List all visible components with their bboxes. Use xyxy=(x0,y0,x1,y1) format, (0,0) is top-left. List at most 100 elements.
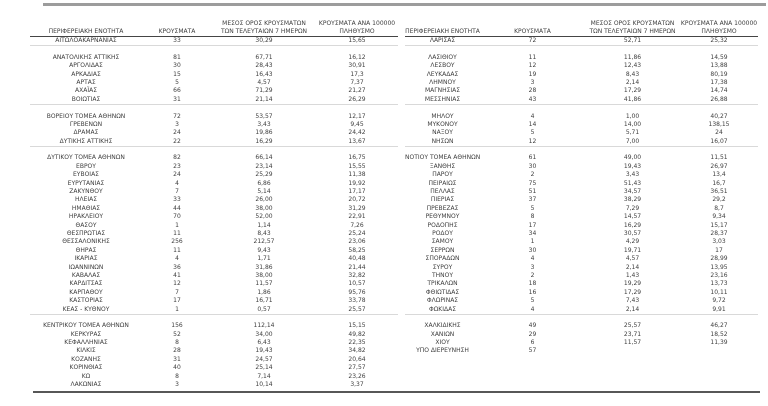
avg7-value: 1,71 xyxy=(257,255,271,263)
per100k-value: 7,26 xyxy=(350,221,364,229)
avg7-value: 52,71 xyxy=(623,37,642,44)
table-row: ΚΕΦΑΛΛΗΝΙΑΣ 8 6,43 22,35 xyxy=(30,339,398,347)
per100k-value: 17 xyxy=(715,246,723,254)
cases-value: 33 xyxy=(173,37,181,44)
table-row: ΡΟΔΟΥ 34 30,57 28,37 xyxy=(405,230,758,238)
cases-value: 57 xyxy=(528,347,537,355)
avg7-value: 1,43 xyxy=(625,271,640,279)
cases-value: 15 xyxy=(173,70,181,78)
cases-value: 72 xyxy=(528,37,537,44)
column-header-region: ΠΕΡΙΦΕΡΕΙΑΚΗ ΕΝΟΤΗΤΑ xyxy=(405,18,480,36)
region-name: ΣΑΜΟΥ xyxy=(431,238,454,246)
table-row: ΒΟΡΕΙΟΥ ΤΟΜΕΑ ΑΘΗΝΩΝ 72 53,57 12,17 xyxy=(30,113,398,121)
cases-value: 4 xyxy=(530,305,535,313)
column-header-region: ΠΕΡΙΦΕΡΕΙΑΚΗ ΕΝΟΤΗΤΑ xyxy=(30,18,142,36)
cases-value: 7 xyxy=(175,288,179,296)
avg7-value: 6,86 xyxy=(257,179,271,187)
region-name: ΞΑΝΘΗΣ xyxy=(429,162,456,170)
region-name: ΔΥΤΙΚΟΥ ΤΟΜΕΑ ΑΘΗΝΩΝ xyxy=(47,154,125,162)
cases-value: 52 xyxy=(173,330,181,338)
cases-value: 1 xyxy=(530,238,535,246)
per100k-value: 7,37 xyxy=(350,78,364,86)
cases-value: 70 xyxy=(173,213,181,221)
per100k-value: 9,45 xyxy=(350,120,364,128)
cases-value: 7 xyxy=(175,188,179,196)
region-name: ΛΑΡΙΣΑΣ xyxy=(429,37,456,44)
table-row: ΝΑΞΟΥ 5 5,71 24 xyxy=(405,129,758,137)
per100k-value: 13,95 xyxy=(710,263,728,271)
per100k-value: 23,26 xyxy=(348,372,366,380)
region-name: ΑΡΤΑΣ xyxy=(76,78,96,86)
region-name: ΓΡΕΒΕΝΩΝ xyxy=(69,120,103,128)
region-name: ΣΥΡΟΥ xyxy=(432,263,453,271)
avg7-value: 16,43 xyxy=(255,70,273,78)
per100k-value: 15,17 xyxy=(710,221,728,229)
region-name: ΘΕΣΠΡΩΤΙΑΣ xyxy=(66,229,106,237)
table-row: ΘΕΣΣΑΛΟΝΙΚΗΣ 256 212,57 23,06 xyxy=(30,238,398,246)
table-row: ΠΙΕΡΙΑΣ 37 38,29 29,2 xyxy=(405,196,758,204)
table-row: ΡΕΘΥΜΝΟΥ 8 14,57 9,34 xyxy=(405,213,758,221)
row-group: ΝΟΤΙΟΥ ΤΟΜΕΑ ΑΘΗΝΩΝ 61 49,00 11,51 ΞΑΝΘΗΣ 30 1… xyxy=(405,154,758,315)
table-row: ΦΛΩΡΙΝΑΣ 5 7,43 9,72 xyxy=(405,297,758,305)
per100k-value: 14,59 xyxy=(710,53,728,61)
table-row: ΛΑΣΙΘΙΟΥ 11 11,86 14,59 xyxy=(405,54,758,62)
table-row: ΡΟΔΟΠΗΣ 17 16,29 15,17 xyxy=(405,222,758,230)
cases-value: 30 xyxy=(528,246,537,254)
region-name: ΡΕΘΥΜΝΟΥ xyxy=(425,213,460,221)
per100k-value: 11,51 xyxy=(710,154,728,162)
column-header-per100k-line2: ΠΛΗΘΥΣΜΟ xyxy=(701,28,737,35)
table-row: ΒΟΙΩΤΙΑΣ 31 21,14 26,29 xyxy=(30,96,398,104)
region-name: ΒΟΡΕΙΟΥ ΤΟΜΕΑ ΑΘΗΝΩΝ xyxy=(46,112,126,120)
column-header-avg7-line1: ΜΕΣΟΣ ΟΡΟΣ ΚΡΟΥΣΜΑΤΩΝ xyxy=(590,20,675,27)
cases-value: 12 xyxy=(528,137,537,145)
region-name: ΠΙΕΡΙΑΣ xyxy=(430,196,455,204)
per100k-value: 20,72 xyxy=(348,196,366,204)
cases-value: 49 xyxy=(528,322,537,330)
per100k-value: 14,74 xyxy=(710,87,728,95)
avg7-value: 4,57 xyxy=(625,255,640,263)
region-name: ΖΑΚΥΝΘΟΥ xyxy=(69,188,103,196)
table-row: ΙΚΑΡΙΑΣ 4 1,71 40,48 xyxy=(30,255,398,263)
region-name: ΧΑΝΙΩΝ xyxy=(430,330,455,338)
region-name: ΥΠΟ ΔΙΕΡΕΥΝΗΣΗ xyxy=(416,347,469,355)
cases-value: 72 xyxy=(173,112,181,120)
column-header-per100k: ΚΡΟΥΣΜΑΤΑ ΑΝΑ 100000 ΠΛΗΘΥΣΜΟ xyxy=(316,18,398,36)
avg7-value: 19,29 xyxy=(623,280,642,288)
table-row: ΤΡΙΚΑΛΩΝ 18 19,29 13,73 xyxy=(405,280,758,288)
per100k-value: 28,37 xyxy=(710,229,728,237)
cases-value: 66 xyxy=(173,87,181,95)
per100k-value: 22,35 xyxy=(348,339,366,347)
table-row: ΗΜΑΘΙΑΣ 44 38,00 31,29 xyxy=(30,205,398,213)
table-row: ΕΒΡΟΥ 23 23,14 15,55 xyxy=(30,163,398,171)
table-header: ΠΕΡΙΦΕΡΕΙΑΚΗ ΕΝΟΤΗΤΑ ΚΡΟΥΣΜΑΤΑ ΜΕΣΟΣ ΟΡΟ… xyxy=(30,18,398,37)
row-group: ΑΙΤΩΛΟΑΚΑΡΝΑΝΙΑΣ 33 30,29 15,65 xyxy=(30,37,398,47)
per100k-value: 30,91 xyxy=(348,62,366,70)
table-row: ΚΕΑΣ - ΚΥΘΝΟΥ 1 0,57 25,57 xyxy=(30,306,398,314)
per100k-value: 9,72 xyxy=(712,297,726,305)
avg7-value: 11,86 xyxy=(623,53,642,61)
row-group: ΛΑΣΙΘΙΟΥ 11 11,86 14,59 ΛΕΣΒΟΥ 12 12,43 13,88 ΛΕ… xyxy=(405,54,758,106)
cases-value: 18 xyxy=(528,280,537,288)
per100k-value: 15,65 xyxy=(348,37,366,44)
region-name: ΗΛΕΙΑΣ xyxy=(74,196,98,204)
avg7-value: 1,00 xyxy=(625,112,640,120)
region-name: ΜΥΚΟΝΟΥ xyxy=(427,120,458,128)
column-header-per100k: ΚΡΟΥΣΜΑΤΑ ΑΝΑ 100000 ΠΛΗΘΥΣΜΟ xyxy=(680,18,758,36)
cases-value: 8 xyxy=(530,213,535,221)
table-row: ΠΕΙΡΑΙΩΣ 75 51,43 16,7 xyxy=(405,180,758,188)
avg7-value: 14,57 xyxy=(623,213,642,221)
column-header-avg7-line2: ΤΩΝ ΤΕΛΕΥΤΑΙΩΝ 7 ΗΜΕΡΩΝ xyxy=(589,28,676,35)
region-name: ΣΕΡΡΩΝ xyxy=(430,246,455,254)
cases-value: 14 xyxy=(528,120,537,128)
region-name: ΛΕΣΒΟΥ xyxy=(430,62,455,70)
table-row: ΣΕΡΡΩΝ 30 19,71 17 xyxy=(405,247,758,255)
per100k-value: 17,3 xyxy=(350,70,364,78)
region-name: ΦΩΚΙΔΑΣ xyxy=(428,305,456,313)
per100k-value: 3,37 xyxy=(350,381,364,389)
per100k-value: 32,82 xyxy=(348,271,366,279)
region-name: ΠΕΛΛΑΣ xyxy=(430,188,455,196)
per100k-value: 15,55 xyxy=(348,162,366,170)
cases-value: 24 xyxy=(173,129,181,137)
per100k-value: 27,57 xyxy=(348,364,366,372)
avg7-value: 71,29 xyxy=(255,87,273,95)
